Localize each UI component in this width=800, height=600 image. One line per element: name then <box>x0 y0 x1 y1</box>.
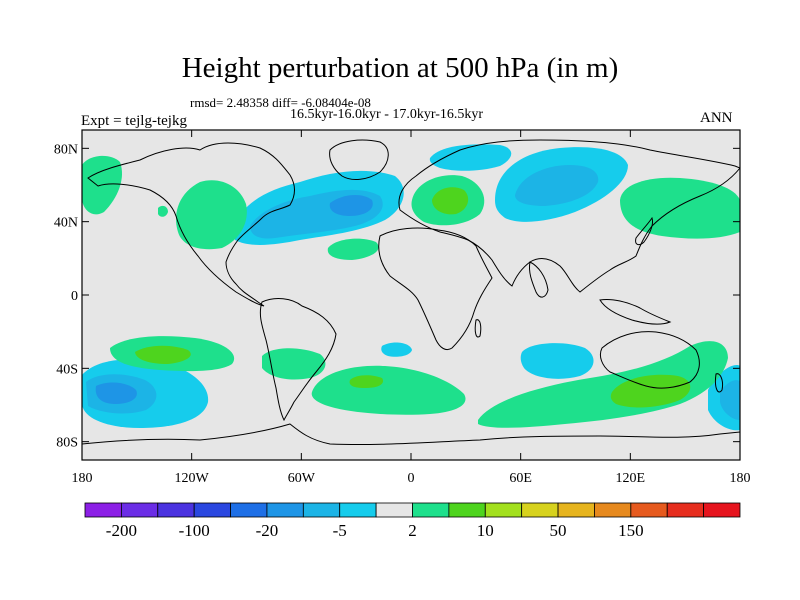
coastline-india <box>529 261 549 298</box>
lat-tick-label-0: 80N <box>54 142 78 157</box>
colorbar-swatch-8 <box>375 502 413 518</box>
colorbar-swatch-16 <box>666 502 705 518</box>
colorbar-swatch-14 <box>594 502 632 518</box>
lat-tick-label-4: 80S <box>56 436 78 451</box>
colorbar-swatch-4 <box>230 502 268 518</box>
contour-region-south-atlantic <box>311 365 466 415</box>
coastline-layer <box>82 139 740 460</box>
latitude-axis: 80N 40N 0 40S 80S <box>54 142 740 451</box>
coastline-southeast-asia <box>599 299 672 325</box>
colorbar-label-5: 10 <box>477 521 494 540</box>
contour-region-south-pacific-east-core <box>720 380 740 420</box>
longitude-axis: 180 120W 60W 0 60E 120E 180 <box>72 130 751 486</box>
lon-tick-label-2: 60W <box>288 471 316 486</box>
contour-region-mid-atlantic <box>327 238 379 260</box>
colorbar-swatch-15 <box>630 502 668 518</box>
experiment-label: Expt = tejlg-tejkg <box>81 113 187 129</box>
coastline-antarctica <box>82 423 740 460</box>
coastline-north-america <box>87 142 295 307</box>
contour-fill-layer <box>82 144 740 431</box>
lon-tick-label-6: 180 <box>730 471 751 486</box>
lat-tick-label-3: 40S <box>56 362 78 377</box>
colorbar-label-2: -20 <box>256 521 279 540</box>
time-period-label: 16.5kyr-16.0kyr - 17.0kyr-16.5kyr <box>290 107 484 122</box>
colorbar-swatch-1 <box>120 502 159 518</box>
coastline-australia <box>599 331 700 389</box>
coastline-south-america <box>259 298 337 422</box>
contour-region-south-america-pacific <box>262 348 326 380</box>
contour-region-pacific-small <box>158 205 168 217</box>
contour-region-siberia-core <box>515 165 599 206</box>
colorbar-label-3: -5 <box>333 521 347 540</box>
colorbar-swatch-12 <box>521 502 559 518</box>
colorbar-label-0: -200 <box>106 521 137 540</box>
colorbar-swatch-2 <box>157 502 195 518</box>
lat-tick-label-2: 0 <box>71 289 78 304</box>
contour-region-south-america-blob <box>381 342 412 357</box>
colorbar-swatch-3 <box>193 502 231 518</box>
coastline-greenland <box>329 139 389 180</box>
colorbar-label-1: -100 <box>179 521 210 540</box>
contour-region-arctic-europe <box>429 144 512 171</box>
lat-tick-label-1: 40N <box>54 216 78 231</box>
contour-region-south-indian <box>520 343 594 379</box>
coastline-new-zealand <box>715 373 723 393</box>
colorbar-swatch-6 <box>302 502 341 518</box>
colorbar-swatch-10 <box>448 502 486 518</box>
colorbar-label-4: 2 <box>408 521 417 540</box>
contour-region-east-asia <box>620 177 740 239</box>
contour-region-south-pacific-central-core <box>135 345 191 364</box>
contour-region-europe-core <box>432 187 469 215</box>
contour-region-south-pacific-west-strong <box>95 382 137 404</box>
colorbar-swatch-7 <box>339 502 377 518</box>
colorbar-label-6: 50 <box>550 521 567 540</box>
colorbar-swatch-13 <box>557 502 595 518</box>
contour-region-north-atlantic-strong <box>329 194 373 216</box>
colorbar-swatch-0 <box>84 502 122 518</box>
colorbar-swatch-11 <box>484 502 523 518</box>
contour-region-southern-ocean-core <box>610 374 691 408</box>
colorbar: -200 -100 -20 -5 2 10 50 150 <box>84 502 741 540</box>
contour-region-south-atlantic-core <box>349 375 384 388</box>
coastline-japan <box>635 216 653 246</box>
lon-tick-label-4: 60E <box>509 471 532 486</box>
lon-tick-label-1: 120W <box>175 471 210 486</box>
colorbar-swatch-5 <box>266 502 304 518</box>
lon-tick-label-3: 0 <box>408 471 415 486</box>
contour-region-north-america <box>176 180 247 250</box>
contour-region-southern-ocean <box>478 341 728 428</box>
plot-title: Height perturbation at 500 hPa (in m) <box>181 52 619 84</box>
lon-tick-label-5: 120E <box>616 471 646 486</box>
colorbar-swatch-9 <box>412 502 450 518</box>
rmsd-diff-stats: rmsd= 2.48358 diff= -6.08404e-08 <box>190 95 371 110</box>
colorbar-swatch-17 <box>703 502 741 518</box>
colorbar-label-7: 150 <box>618 521 644 540</box>
lon-tick-label-0: 180 <box>72 471 93 486</box>
coastline-eurasia <box>398 139 740 293</box>
coastline-africa <box>378 227 493 351</box>
coastline-madagascar <box>474 319 482 338</box>
season-label: ANN <box>700 110 733 126</box>
